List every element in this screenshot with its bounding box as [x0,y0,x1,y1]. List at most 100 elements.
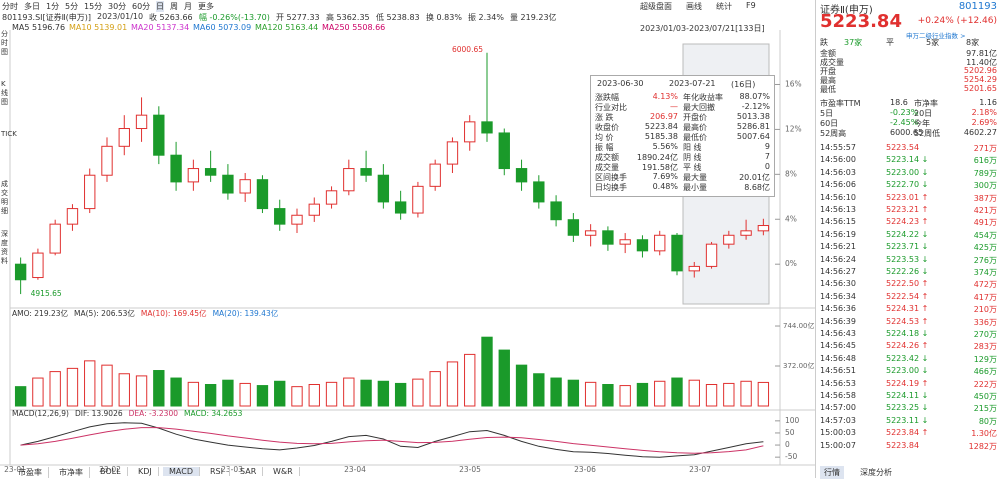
volume-bar [498,349,510,407]
period-tab[interactable]: 月 [184,2,192,11]
volume-bar [377,380,390,407]
stats-cell: — [670,102,678,111]
subtitle[interactable]: 申万二级行业指数 > [906,32,966,40]
trade-volume: 491万 [973,218,997,228]
stats-cell: 0 [764,162,770,171]
candle-body [135,114,148,130]
stats-cell: 5007.64 [736,132,770,141]
period-tab[interactable]: 1分 [46,2,60,11]
candle-body [170,154,182,183]
macd-line [20,427,764,454]
volume-bar [360,379,372,407]
trade-price: 5223.11 ↓ [886,415,929,425]
tool-button[interactable]: F9 [746,1,756,10]
volume-bar [705,384,718,407]
period-tab[interactable]: 5分 [65,2,79,11]
trade-time: 14:57:03 [820,415,856,425]
tab[interactable]: 行情 [820,466,844,479]
period-tab[interactable]: 15分 [84,2,103,11]
bottom-tab[interactable]: RSI [204,467,230,476]
stats-cell: 阳 线 [683,143,702,152]
volume-bar [101,364,113,407]
side-tab[interactable]: 分时图 [1,30,8,56]
info-item: 低 5238.83 [376,13,420,22]
stats-cell: 平 线 [683,163,702,172]
candle-body [325,190,338,205]
ratio-cell: 18.6 [890,98,908,107]
info-item: 高 5362.35 [326,13,370,22]
period-tab[interactable]: 60分 [132,2,151,11]
trade-price: 5223.84 ↑ [886,428,929,438]
stats-cell: 0.48% [652,182,678,191]
trade-time: 14:56:15 [820,217,856,227]
bottom-tab[interactable]: KDJ [132,467,159,476]
period-tab[interactable]: 多日 [24,2,40,11]
side-tab[interactable]: 成交明细 [1,180,8,215]
candle-body [757,225,770,232]
charts: 0% 4% 8% 12% 16% 6000.65 4915.65 23-01 23-02 23-0… [0,30,815,474]
bottom-tab[interactable]: SAR [234,467,264,476]
volume-bar [584,381,597,407]
tool-button[interactable]: 超级盘面 [640,2,672,11]
info-item: 2023/01/10 [97,12,144,21]
info-item: 量 219.23亿 [510,13,557,22]
trade-price: 5223.00 ↓ [886,167,929,177]
bottom-tab[interactable]: 市盈率 [12,467,49,478]
trade-time: 14:56:39 [820,316,856,326]
bottom-tab[interactable]: BOLL [94,467,128,476]
trade-volume: 270万 [973,330,997,339]
ma-legend: MA250 5508.66 [322,23,386,32]
x-tick-label: 23-01 [4,465,26,474]
candle-body [343,168,355,192]
trade-price: 5224.19 ↑ [886,378,929,388]
trade-volume: 276万 [973,255,997,265]
ratio-cell: 1.16 [979,98,997,107]
bottom-tab[interactable]: 市净率 [53,467,90,478]
trade-time: 14:56:13 [820,205,856,214]
candle-body [740,230,752,236]
tab[interactable]: 深度分析 [860,468,892,477]
period-tab[interactable]: 周 [170,2,178,11]
stats-cell: 最大回撤 [683,103,715,112]
trade-time: 14:56:43 [820,329,856,338]
side-tab[interactable]: K线图 [1,80,8,106]
stats-cell: 5185.38 [644,132,678,141]
name: 证券Ⅱ(申万) [820,5,873,16]
period-tab[interactable]: 更多 [198,2,214,11]
trade-time: 15:00:03 [820,428,856,438]
period-tab[interactable]: 日 [156,1,164,12]
side-tab[interactable]: 深度资料 [1,230,8,265]
quote-label: 最低 [820,85,836,94]
tool-button[interactable]: 画线 [686,2,702,11]
bottom-tab[interactable]: W&R [267,467,300,476]
period-tab[interactable]: 30分 [108,2,127,11]
trade-price: 5224.26 ↑ [886,341,929,351]
stats-cell: 涨跌幅 [595,93,619,102]
quote-label: 最高 [820,76,836,85]
trade-price: 5224.53 ↑ [886,316,929,326]
candle-body [66,208,79,225]
count: 跌 [820,38,828,47]
candle-body [187,168,200,183]
trade-price: 5223.14 ↓ [886,155,929,165]
stats-cell: 涨 跌 [595,113,614,122]
side-tab[interactable]: TICK [1,130,17,138]
trade-time: 14:56:36 [820,304,856,314]
quote-value: 5254.29 [963,75,997,84]
trade-volume: 425万 [973,243,997,253]
stats-cell: 5013.38 [736,112,770,121]
quote-label: 金额 [820,49,836,58]
tool-button[interactable]: 统计 [716,2,732,11]
trade-price: 5224.18 ↓ [886,329,929,338]
bottom-tab[interactable]: MACD [163,467,200,476]
volume-bar [464,353,476,407]
y-tick-label: 744.00亿 [783,321,815,330]
period-tab[interactable]: 分时 [2,2,18,11]
candle-body [239,179,251,194]
y-tick-label: 100 [785,416,800,425]
code: 801193 [958,1,997,12]
info-item: 801193.SI[证券Ⅱ(申万)] [2,13,91,22]
trade-time: 14:56:10 [820,192,856,202]
volume-bar [14,386,27,407]
candle-body [118,128,130,147]
